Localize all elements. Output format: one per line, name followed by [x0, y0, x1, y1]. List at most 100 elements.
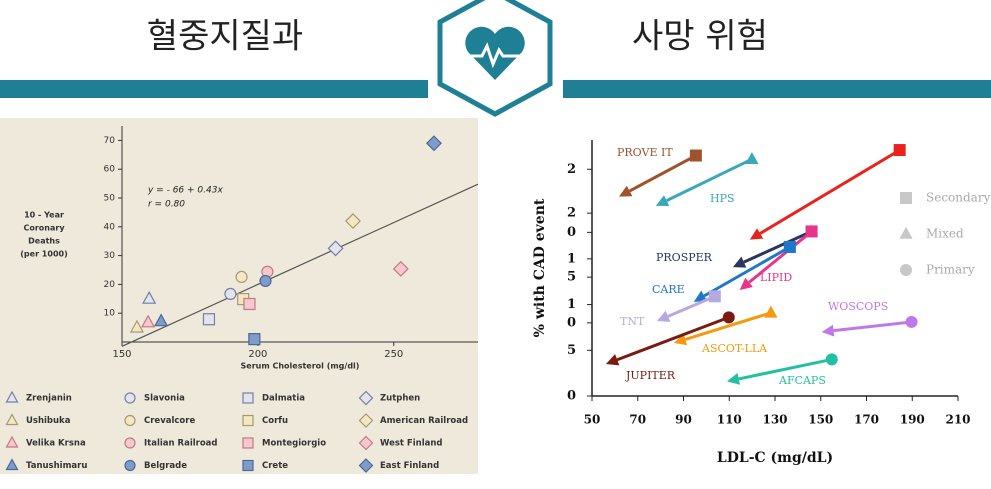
y-axis-label: Deaths [28, 237, 60, 246]
series-label: JUPITER [625, 369, 676, 382]
y-tick-label: 70 [104, 136, 116, 146]
legend-marker [5, 413, 19, 426]
legend-label: Tanushimaru [26, 461, 87, 471]
legend-marker [899, 226, 913, 239]
y-tick-label: 20 [104, 280, 116, 290]
marker [893, 144, 906, 157]
x-tick-label: 110 [717, 413, 742, 427]
marker [142, 290, 157, 304]
y-tick-label: 50 [104, 194, 116, 204]
legend-marker [358, 435, 374, 451]
legend-label: Primary [926, 263, 975, 277]
marker [202, 313, 216, 326]
y-tick-label: 5 [567, 343, 576, 358]
x-axis-label: Serum Cholesterol (mg/dl) [241, 362, 360, 371]
arrow-head [732, 256, 747, 268]
trend-arrow [738, 357, 833, 381]
series-label: PROVE IT [617, 146, 673, 159]
trend-arrow [759, 148, 901, 235]
x-tick-label: 90 [675, 413, 692, 427]
series-label: CARE [652, 283, 685, 296]
y-tick-label: 2 [567, 206, 576, 221]
annotation: y = - 66 + 0.43x [147, 186, 223, 196]
marker [722, 311, 735, 324]
trend-arrow [616, 315, 730, 362]
marker [689, 149, 702, 162]
arrow-head [618, 185, 633, 197]
marker [235, 270, 248, 284]
trend-arrow [743, 230, 813, 264]
legend-marker [242, 437, 254, 449]
x-tick-label: 250 [384, 349, 403, 360]
legend-label: Mixed [926, 227, 964, 241]
legend-marker [124, 392, 136, 404]
series-label: AFCAPS [778, 374, 826, 387]
x-tick-label: 150 [808, 413, 833, 427]
x-tick-label: 130 [762, 413, 787, 427]
marker [344, 213, 361, 230]
series-label: PROSPER [656, 251, 713, 264]
legend-label: Crevalcore [144, 416, 195, 426]
legend-marker [242, 459, 254, 472]
x-tick-label: 170 [854, 413, 879, 427]
trend-line [121, 183, 479, 347]
legend-label: Velika Krsna [26, 439, 86, 449]
x-tick-label: 200 [248, 349, 267, 360]
x-tick-label: 50 [584, 413, 601, 427]
arrow-head [821, 324, 835, 337]
marker [805, 225, 818, 238]
series-label: TNT [620, 315, 645, 328]
marker [905, 315, 918, 328]
legend-label: Secondary [926, 191, 991, 205]
legend-label: Slavonia [144, 394, 185, 404]
legend-marker [900, 192, 912, 204]
legend-marker [5, 458, 19, 471]
y-axis-label: Coronary [23, 224, 65, 233]
legend-marker [5, 390, 19, 403]
x-tick-label: 210 [945, 413, 970, 427]
legend-marker [124, 459, 136, 472]
arrow-head [673, 333, 688, 346]
marker [243, 297, 256, 311]
marker [392, 260, 409, 277]
legend-marker [358, 390, 374, 406]
x-tick-label: 190 [900, 413, 925, 427]
marker [141, 314, 156, 328]
marker [248, 333, 261, 346]
trend-arrow [833, 320, 912, 333]
marker [764, 305, 778, 318]
legend-marker [124, 414, 136, 427]
arrow-head [693, 290, 708, 302]
y-tick-label: 10 [104, 309, 116, 319]
y-tick-label: 5 [567, 270, 576, 285]
legend-label: Ushibuka [26, 416, 71, 426]
arrow-head [739, 277, 753, 290]
legend-label: West Finland [380, 439, 442, 449]
trend-arrow [628, 154, 697, 193]
marker [327, 240, 344, 257]
marker [783, 240, 796, 253]
arrow-head [605, 354, 620, 366]
legend-label: Belgrade [144, 461, 187, 471]
legend-label: Corfu [262, 416, 288, 426]
legend-label: Zrenjanin [26, 394, 72, 404]
y-axis-label: (per 1000) [20, 250, 67, 259]
y-tick-label: 0 [567, 389, 576, 404]
marker [259, 274, 272, 288]
trend-arrow [667, 294, 716, 318]
legend-marker [124, 437, 136, 449]
annotation: r = 0.80 [148, 200, 185, 210]
pulse-icon [470, 42, 520, 69]
heart-icon [465, 26, 525, 80]
y-tick-label: 30 [104, 251, 116, 261]
legend-label: Dalmatia [262, 394, 305, 404]
series-label: ASCOT-LLA [701, 342, 768, 355]
legend-label: East Finland [380, 461, 439, 471]
x-tick-label: 70 [629, 413, 646, 427]
legend-label: Italian Railroad [144, 439, 218, 449]
legend-marker [358, 458, 374, 473]
legend-marker [242, 392, 254, 404]
marker [224, 287, 237, 301]
trend-arrow [703, 245, 791, 298]
arrow-head [749, 228, 764, 240]
